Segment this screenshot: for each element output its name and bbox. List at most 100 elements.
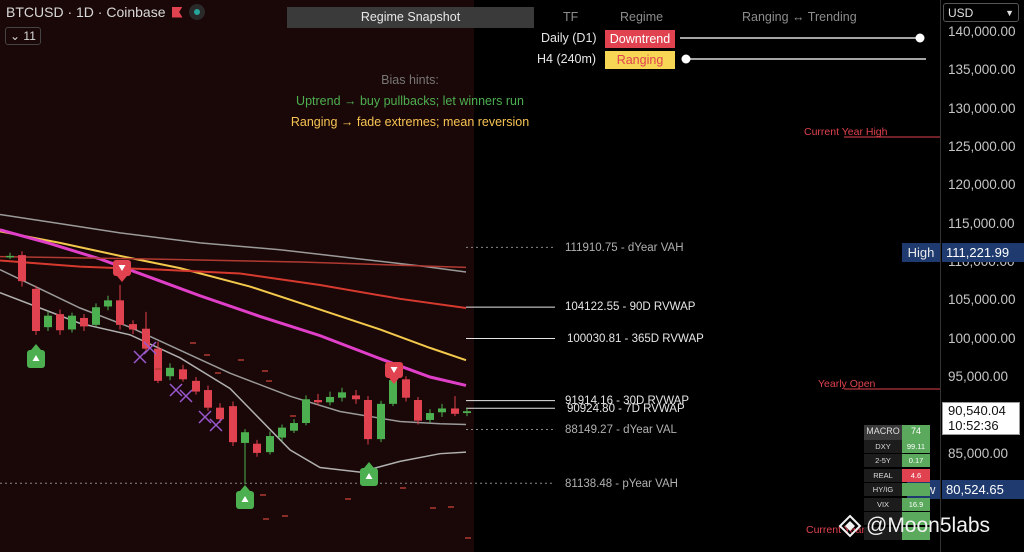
macro-key: HY/IG xyxy=(864,483,902,496)
candle-body xyxy=(116,300,124,325)
hint-uptrend: Uptrend → buy pullbacks; let winners run xyxy=(296,94,524,108)
level-dyear-val: 88149.27 - dYear VAL xyxy=(565,424,677,436)
symbol-title[interactable]: BTCUSD · 1D · Coinbase xyxy=(6,4,166,20)
cross-marker xyxy=(209,418,223,432)
macro-value: 74 xyxy=(902,425,930,440)
price-tick: 135,000.00 xyxy=(948,62,1016,78)
daily-trend-knob xyxy=(915,33,925,43)
moving-averages xyxy=(0,228,467,387)
candle-body xyxy=(44,315,52,328)
macro-value xyxy=(902,483,930,496)
col-regime: Regime xyxy=(620,10,664,24)
trend-scale-sliders xyxy=(680,33,926,64)
candle-body xyxy=(414,400,422,421)
sell-signal-marker xyxy=(113,260,131,282)
price-tick: 100,000.00 xyxy=(948,330,1016,346)
regime-highlight-background xyxy=(0,0,474,552)
price-tick: 95,000.00 xyxy=(948,369,1009,384)
candle-body xyxy=(92,307,100,325)
candle-body xyxy=(302,399,310,424)
candle-body xyxy=(438,408,446,413)
down-arrow-icon xyxy=(390,367,398,373)
candle-body xyxy=(352,395,360,400)
macro-row xyxy=(864,526,930,540)
cross-marker xyxy=(198,410,212,424)
candle-body xyxy=(192,380,200,392)
low-tag-value: 80,524.65 xyxy=(942,480,1024,499)
macro-row: REAL 4.6 xyxy=(864,468,930,482)
candle-body xyxy=(68,315,76,330)
price-chart[interactable] xyxy=(0,0,940,552)
regime-snapshot-title: Regime Snapshot xyxy=(287,7,534,28)
cross-marker xyxy=(143,341,157,355)
candle-body xyxy=(229,406,237,443)
candle-body xyxy=(18,255,26,282)
sell-signal-marker xyxy=(385,362,403,384)
ma-magenta xyxy=(0,228,467,387)
cross-marker xyxy=(179,389,193,403)
macro-row: HY/IG xyxy=(864,483,930,496)
macro-key xyxy=(864,512,902,525)
up-arrow-icon xyxy=(241,496,249,502)
up-arrow-icon xyxy=(365,473,373,479)
indicators-toggle[interactable]: ⌄ 11 xyxy=(5,27,41,45)
indicator-count: 11 xyxy=(23,29,36,43)
candle-body xyxy=(426,413,434,420)
level-7d-rvwap: 90924.80 - 7D RVWAP xyxy=(567,403,685,415)
macro-row: VIX 16.9 xyxy=(864,497,930,511)
candle-body xyxy=(6,255,14,258)
price-levels xyxy=(0,136,940,484)
chevron-down-icon: ⌄ xyxy=(10,29,21,43)
hint-ranging: Ranging → fade extremes; mean reversion xyxy=(290,115,530,129)
flag-icon[interactable] xyxy=(171,6,183,18)
ma-darkred xyxy=(0,255,467,269)
candle-body xyxy=(451,408,459,414)
symbol-header[interactable]: BTCUSD · 1D · Coinbase xyxy=(6,4,205,20)
macro-key: 2-5Y xyxy=(864,454,902,467)
cross-marker xyxy=(169,383,183,397)
sell-signal-pointer xyxy=(117,276,127,282)
currency-select[interactable]: USD ▼ xyxy=(943,3,1019,22)
candle-body xyxy=(179,369,187,380)
col-scale: Ranging ↔ Trending xyxy=(742,10,857,24)
price-tick: 125,000.00 xyxy=(948,139,1016,154)
candle-body xyxy=(402,379,410,398)
last-price-value: 90,540.04 xyxy=(948,403,1006,418)
current-year-high-label: Current Year High xyxy=(804,126,888,138)
band-middle xyxy=(0,269,467,426)
ma-red xyxy=(0,259,467,310)
last-price-tag: 90,540.04 10:52:36 xyxy=(942,402,1020,435)
price-axis[interactable] xyxy=(940,0,1024,552)
tf-daily: Daily (D1) xyxy=(541,31,597,45)
high-tag-value: 111,221.99 xyxy=(942,243,1024,262)
candle-body xyxy=(314,400,322,403)
band-upper xyxy=(0,213,467,273)
price-tick: 140,000.00 xyxy=(948,24,1016,39)
candle-body xyxy=(32,288,40,332)
status-dot-icon[interactable] xyxy=(188,4,205,20)
candle-body xyxy=(241,432,249,443)
candle-body xyxy=(364,400,372,440)
macro-row: 2-5Y 0.17 xyxy=(864,454,930,467)
macro-key: VIX xyxy=(864,497,902,511)
price-tick: 130,000.00 xyxy=(948,100,1016,116)
macro-key: MACRO xyxy=(864,425,902,440)
candle-body xyxy=(142,328,150,349)
candle-body xyxy=(154,348,162,381)
bias-hints-title: Bias hints: xyxy=(381,73,439,87)
down-arrow-icon xyxy=(118,265,126,271)
bar-countdown: 10:52:36 xyxy=(948,418,999,433)
candle-body xyxy=(326,396,334,403)
macro-row xyxy=(864,512,930,525)
macro-value: 16.9 xyxy=(902,497,930,511)
candle-body xyxy=(266,436,274,453)
candle-body xyxy=(278,427,286,438)
currency-value: USD xyxy=(948,6,974,20)
buy-signal-marker xyxy=(360,462,378,486)
macro-key xyxy=(864,526,902,540)
col-tf: TF xyxy=(563,10,579,24)
macro-value xyxy=(902,512,930,525)
price-tick: 115,000.00 xyxy=(948,215,1015,231)
macro-row: MACRO 74 xyxy=(864,425,930,440)
candle-body xyxy=(166,367,174,377)
